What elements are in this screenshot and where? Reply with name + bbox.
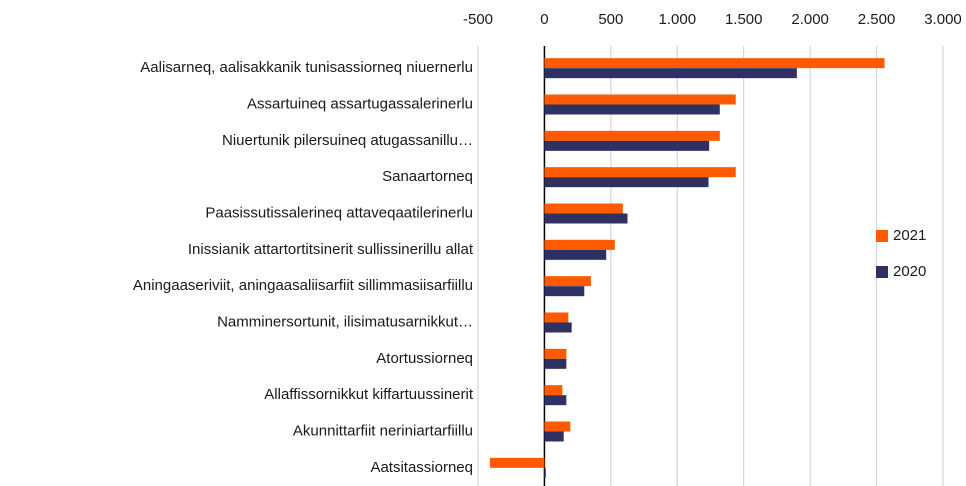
legend-label: 2020 <box>893 263 926 280</box>
category-label: Niuertunik pilersuineq atugassanillu… <box>222 132 473 149</box>
x-tick-label: 2.500 <box>858 11 896 28</box>
x-tick-label: 1.000 <box>659 11 697 28</box>
category-label: Inissianik attartortitsinerit sullissine… <box>188 241 474 258</box>
bar <box>544 68 797 79</box>
bar <box>544 395 567 406</box>
bar <box>544 167 736 178</box>
category-label: Aningaaseriviit, aningaasaliisarfiit sil… <box>133 277 473 294</box>
x-tick-label: 0 <box>540 11 548 28</box>
category-label: Atortussiorneq <box>376 350 473 367</box>
bar <box>544 358 567 369</box>
category-label: Assartuineq assartugassalerinerlu <box>247 95 473 112</box>
bar <box>544 322 572 333</box>
bar <box>544 312 569 323</box>
category-label: Sanaartorneq <box>382 168 473 185</box>
bar <box>544 58 885 69</box>
bar <box>489 457 545 468</box>
bar <box>544 385 563 396</box>
legend-swatch <box>876 230 888 242</box>
bar <box>544 140 710 151</box>
x-tick-label: -500 <box>463 11 493 28</box>
bar <box>544 421 571 432</box>
bar <box>544 431 564 442</box>
category-label: Akunnittarfiit neriniartarfiillu <box>293 422 473 439</box>
category-label: Namminersortunit, ilisimatusarnikkut… <box>217 313 473 330</box>
bar <box>544 104 720 115</box>
bar <box>544 467 546 478</box>
x-tick-label: 3.000 <box>924 11 962 28</box>
bar <box>544 203 623 214</box>
bar <box>544 177 709 188</box>
bar <box>544 249 607 260</box>
bar <box>544 94 736 105</box>
x-tick-label: 2.000 <box>791 11 829 28</box>
legend-swatch <box>876 266 888 278</box>
legend-label: 2021 <box>893 227 926 244</box>
bar <box>544 276 591 287</box>
category-label: Allaffissornikkut kiffartuussinerit <box>264 386 474 403</box>
x-tick-label: 500 <box>598 11 623 28</box>
bar <box>544 130 720 141</box>
bar <box>544 239 615 250</box>
bar <box>544 286 585 297</box>
bar <box>544 213 628 224</box>
bar <box>544 348 567 359</box>
category-label: Paasissutissalerineq attaveqaatilerinerl… <box>205 204 473 221</box>
x-tick-label: 1.500 <box>725 11 763 28</box>
category-label: Aatsitassiorneq <box>370 459 473 476</box>
category-label: Aalisarneq, aalisakkanik tunisassiorneq … <box>140 59 473 76</box>
